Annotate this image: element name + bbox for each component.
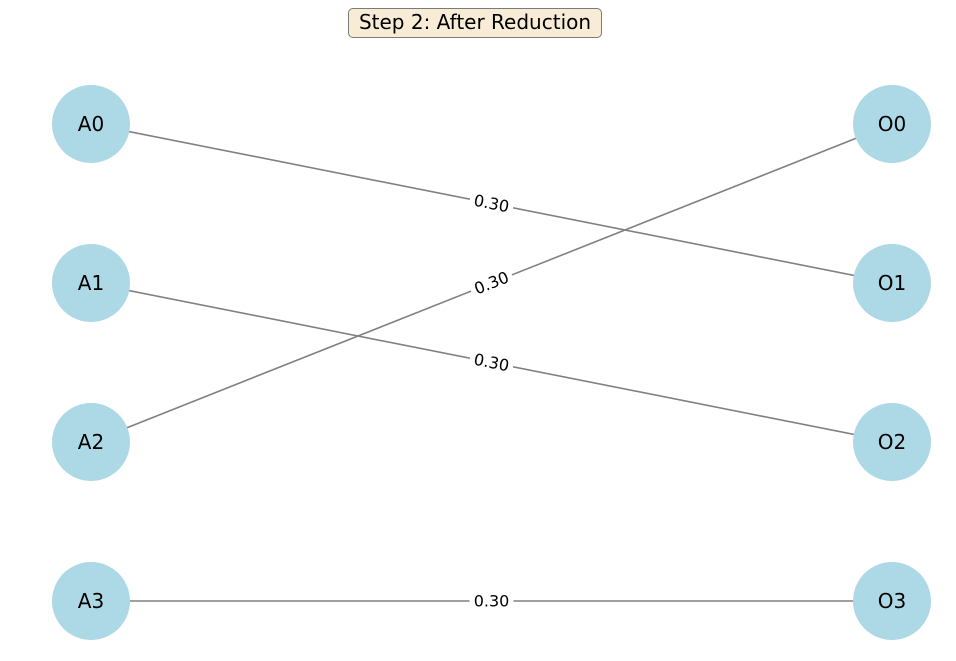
diagram-title: Step 2: After Reduction	[348, 8, 602, 38]
node-A1: A1	[52, 244, 130, 322]
edge-labels-layer: 0.30 0.30 0.30 0.30	[466, 188, 517, 612]
node-circle	[52, 244, 130, 322]
node-circle	[52, 562, 130, 640]
node-label: A3	[78, 589, 104, 613]
node-O3: O3	[853, 562, 931, 640]
node-circle	[52, 403, 130, 481]
edge-weight-label: 0.30	[472, 191, 511, 217]
node-O1: O1	[853, 244, 931, 322]
node-label: O1	[878, 271, 906, 295]
edge-label-A3-O3: 0.30	[469, 590, 514, 612]
node-circle	[853, 562, 931, 640]
node-O2: O2	[853, 403, 931, 481]
node-label: O3	[878, 589, 906, 613]
node-circle	[853, 403, 931, 481]
edge-weight-label: 0.30	[472, 350, 511, 376]
node-circle	[52, 85, 130, 163]
node-label: A2	[78, 430, 104, 454]
edge-label-background	[469, 590, 514, 612]
edge-weight-label: 0.30	[474, 592, 510, 611]
node-circle	[853, 244, 931, 322]
node-label: A0	[78, 112, 104, 136]
edge-label-A2-O0: 0.30	[466, 264, 517, 302]
edge-label-background	[467, 347, 516, 378]
nodes-layer: A0 A1 A2 A3 O0 O1 O2 O3	[52, 85, 931, 640]
node-O0: O0	[853, 85, 931, 163]
node-A3: A3	[52, 562, 130, 640]
edge-label-A0-O1: 0.30	[467, 188, 516, 219]
edge-label-A1-O2: 0.30	[467, 347, 516, 378]
node-label: A1	[78, 271, 104, 295]
node-A0: A0	[52, 85, 130, 163]
node-label: O0	[878, 112, 906, 136]
node-A2: A2	[52, 403, 130, 481]
edge-label-background	[467, 188, 516, 219]
edge-label-background	[466, 264, 517, 302]
node-label: O2	[878, 430, 906, 454]
node-circle	[853, 85, 931, 163]
